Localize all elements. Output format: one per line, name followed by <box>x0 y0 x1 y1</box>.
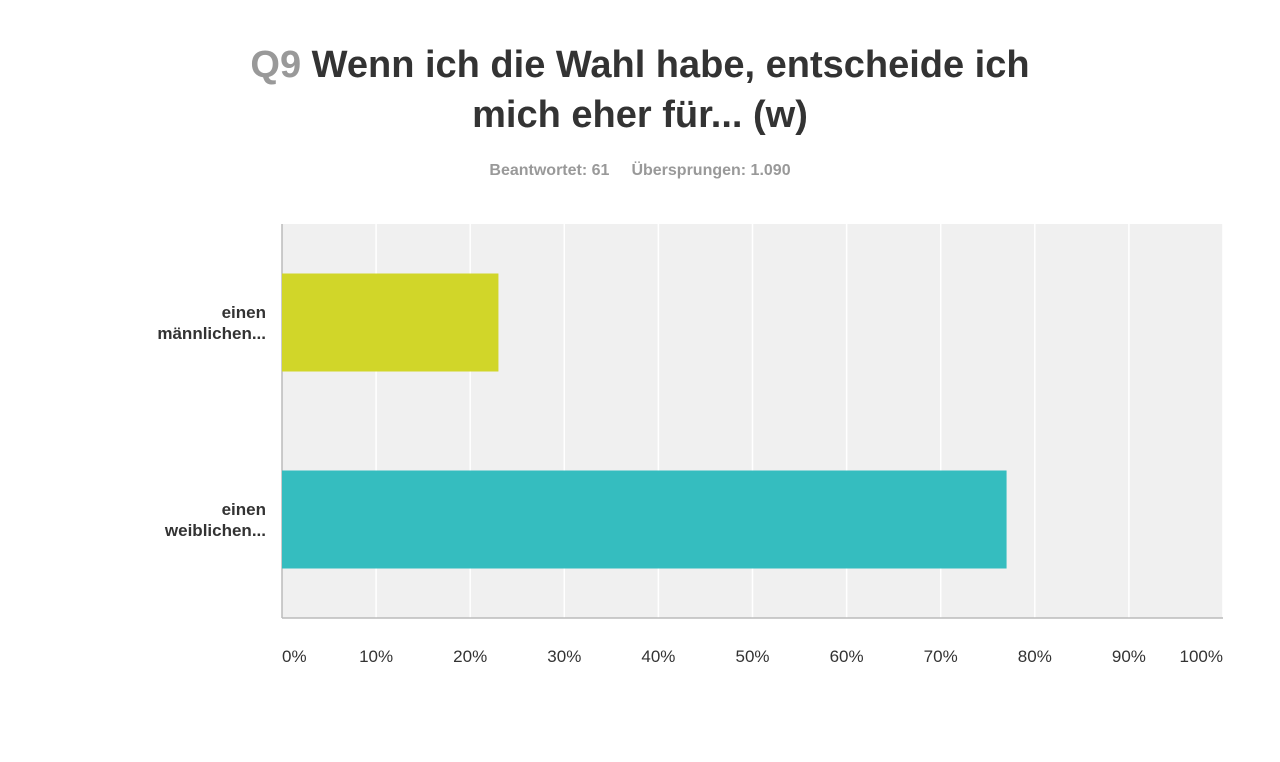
skipped-count: Übersprungen: 1.090 <box>631 162 791 179</box>
x-tick-label: 70% <box>924 647 958 666</box>
x-tick-label: 20% <box>453 647 487 666</box>
category-label: einen <box>222 303 266 322</box>
x-tick-label: 60% <box>830 647 864 666</box>
category-label: einen <box>222 500 266 519</box>
x-tick-label: 0% <box>282 647 307 666</box>
x-tick-label: 30% <box>547 647 581 666</box>
title-line-2: mich eher für... (w) <box>472 94 808 136</box>
title-line-1: Q9 Wenn ich die Wahl habe, entscheide ic… <box>0 40 1280 90</box>
question-number: Q9 <box>250 44 302 86</box>
x-tick-label: 10% <box>359 647 393 666</box>
x-tick-label: 100% <box>1180 647 1223 666</box>
x-tick-label: 40% <box>641 647 675 666</box>
x-tick-label: 80% <box>1018 647 1052 666</box>
chart-title: Q9 Wenn ich die Wahl habe, entscheide ic… <box>0 40 1280 140</box>
bar <box>282 273 499 372</box>
title-text-1: Wenn ich die Wahl habe, entscheide ich <box>311 44 1030 86</box>
category-label: weiblichen... <box>164 521 266 540</box>
bar <box>282 470 1007 569</box>
x-tick-label: 50% <box>735 647 769 666</box>
x-tick-label: 90% <box>1112 647 1146 666</box>
response-stats: Beantwortet: 61 Übersprungen: 1.090 <box>0 162 1280 180</box>
answered-count: Beantwortet: 61 <box>489 162 610 179</box>
category-label: männlichen... <box>157 324 266 343</box>
